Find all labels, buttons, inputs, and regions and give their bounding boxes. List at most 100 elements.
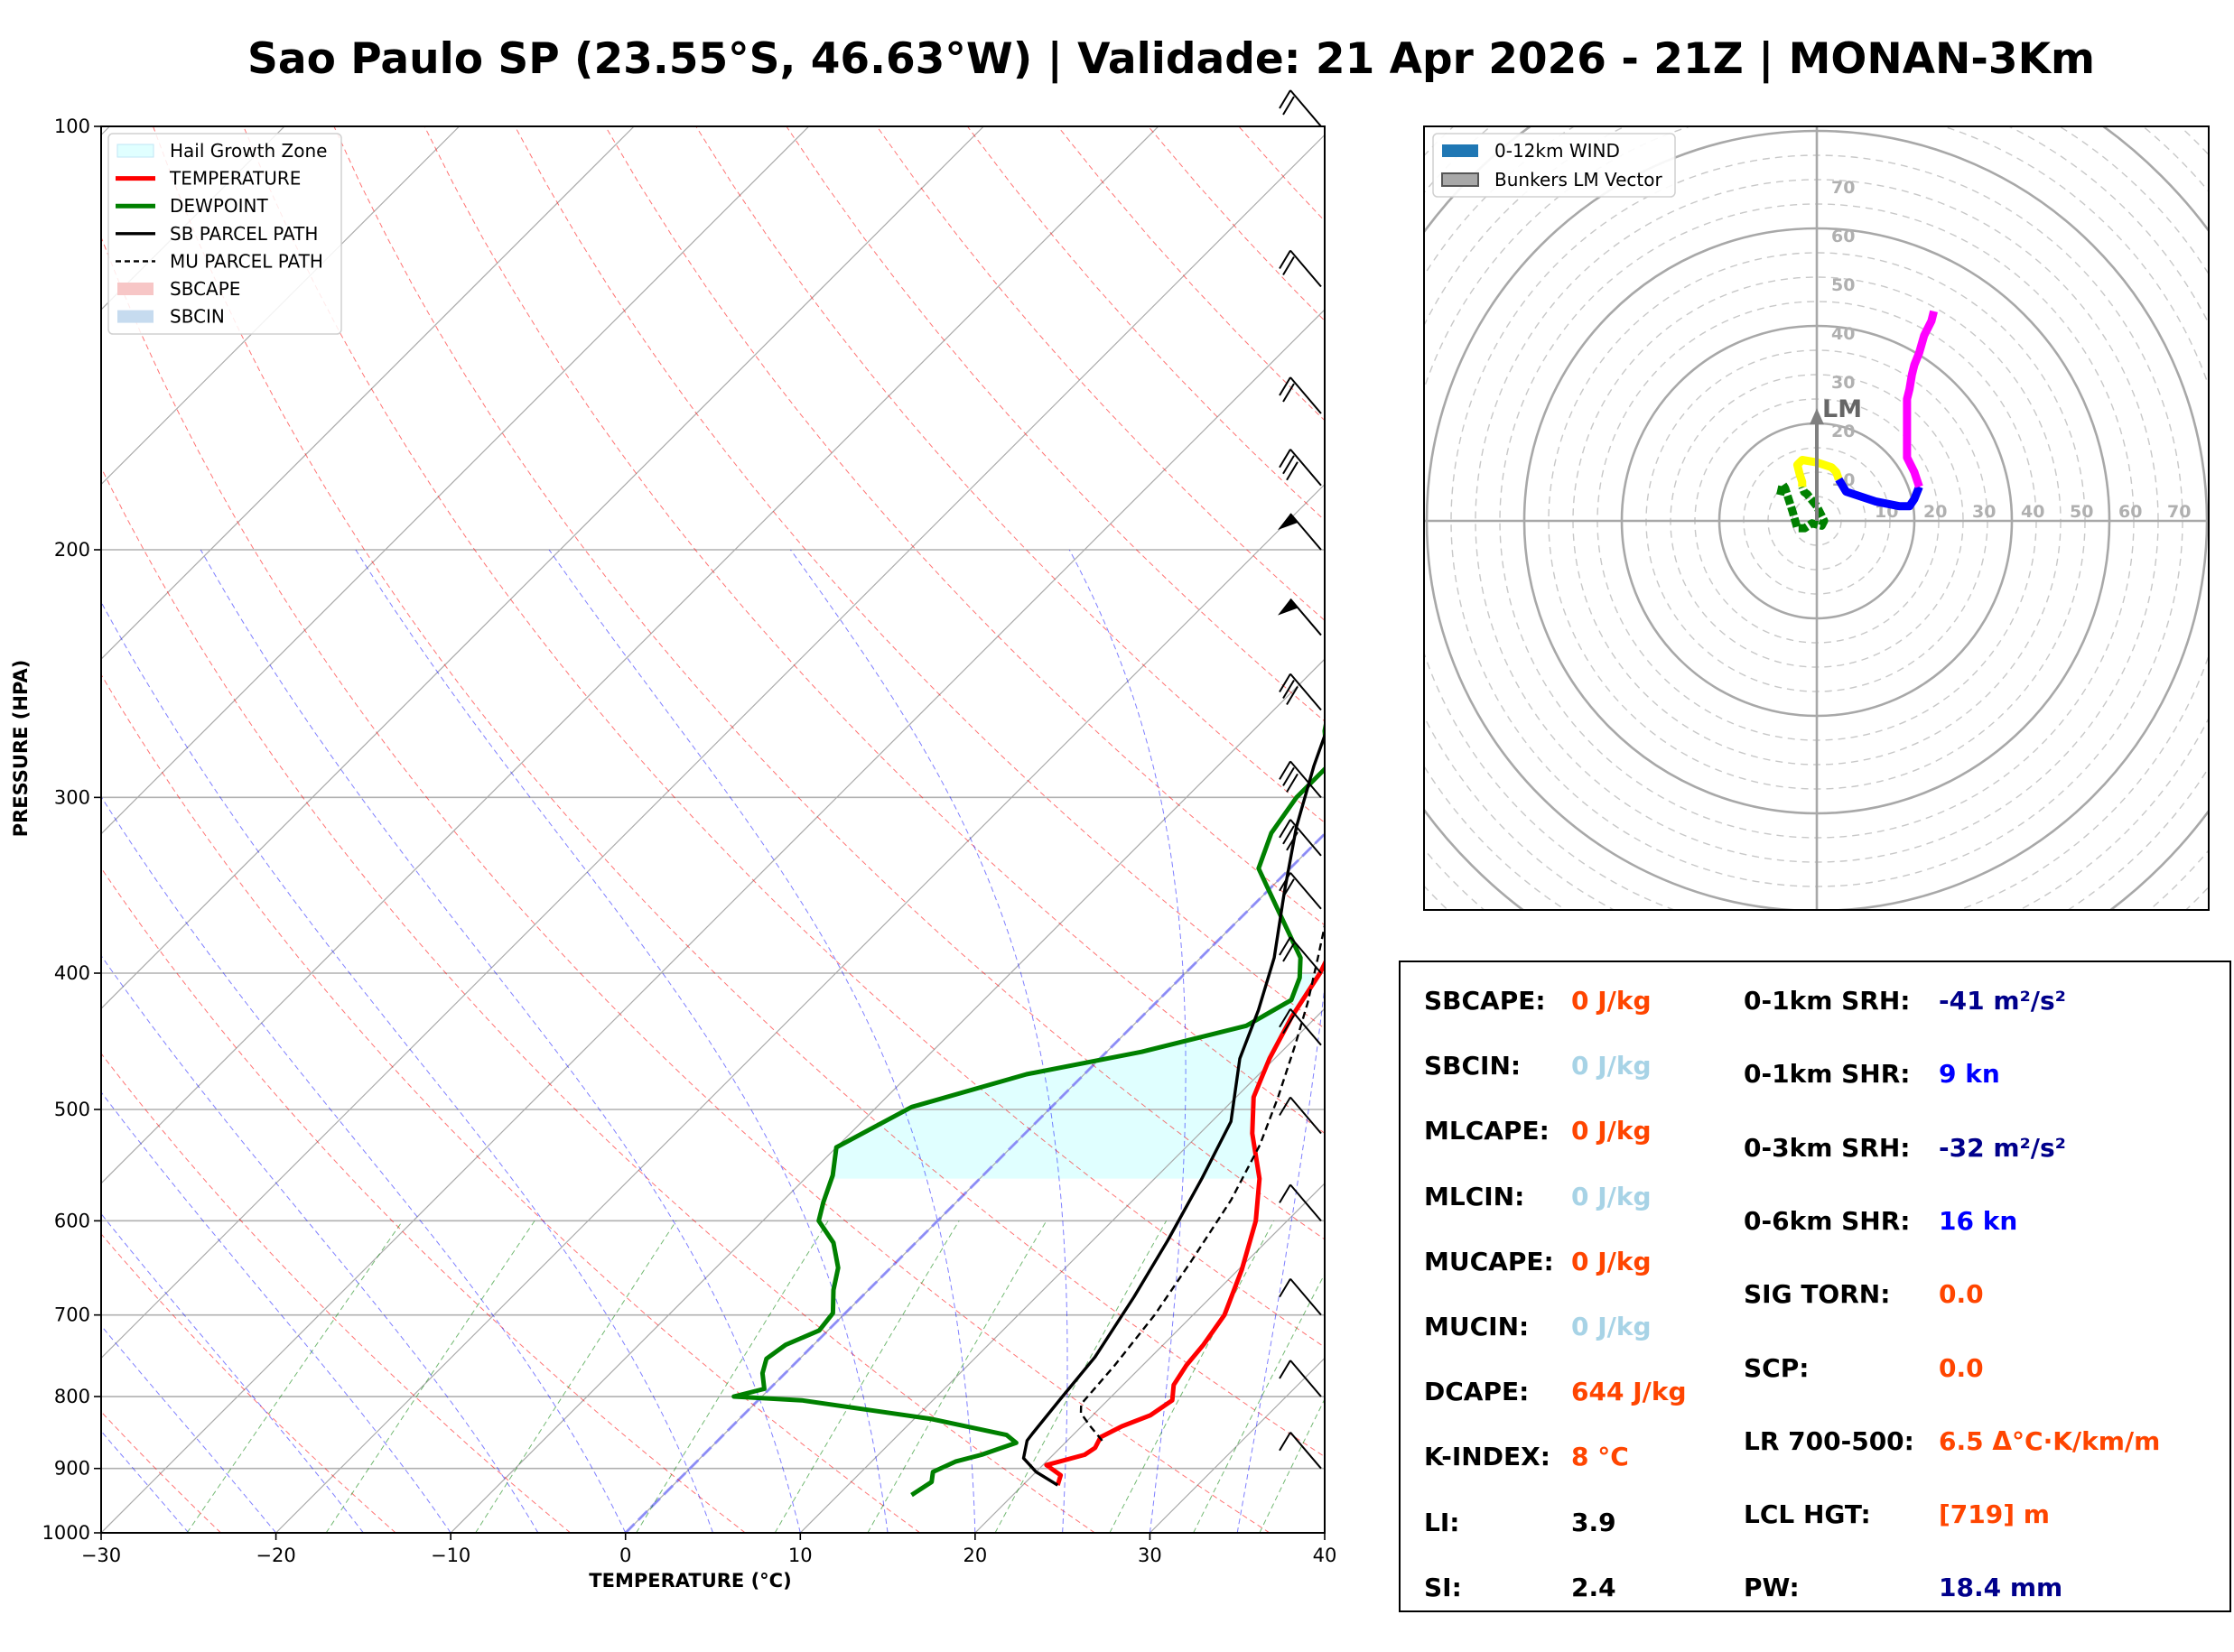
skew-t-plot-area [101, 126, 1325, 1533]
temperature-line [1044, 958, 1325, 1486]
wind-barb [1279, 819, 1322, 857]
stat-value: 6.5 Δ°C·K/km/m [1939, 1425, 2161, 1456]
hodograph-legend-frame [1432, 133, 1676, 198]
isotherm-line [799, 1007, 1325, 1533]
x-tick-label: 0 [619, 1545, 631, 1566]
wind-barb-flag [1279, 760, 1291, 780]
stat-value: 2.4 [1571, 1572, 1616, 1602]
dry-adiabat [101, 1233, 396, 1533]
mixing-ratio-line [325, 1220, 535, 1533]
isotherm-line [101, 126, 460, 486]
stat-value: -41 m²/s² [1939, 986, 2066, 1016]
wind-barb [1279, 1432, 1322, 1470]
wind-barb [1279, 760, 1322, 799]
moist-adiabat [1236, 982, 1325, 1533]
isotherm-line [101, 126, 984, 1010]
legend-swatch [1441, 172, 1479, 187]
hodograph-tick-label: 70 [1831, 178, 1855, 198]
hodograph-3-6km-segment [1792, 456, 1843, 487]
x-tick-label: 40 [1313, 1545, 1337, 1566]
y-tick-label: 600 [54, 1210, 90, 1231]
skew-t-frame [100, 125, 1326, 1534]
mixing-ratio-line [994, 1220, 1168, 1533]
stat-value: 0 J/kg [1571, 1181, 1652, 1211]
wind-barb-flag [1279, 936, 1291, 956]
stat-value: 0.0 [1939, 1279, 1984, 1310]
wind-barb-flag [1282, 825, 1295, 845]
legend-label: MU PARCEL PATH [170, 250, 323, 272]
wind-barb-flag [1282, 680, 1295, 700]
y-tick-label: 700 [54, 1304, 90, 1326]
hodograph-tick-label: 20 [1923, 502, 1947, 522]
stat-value: 0 J/kg [1571, 1246, 1652, 1276]
x-tick-label: −10 [431, 1545, 470, 1566]
hodograph-tick-label: 40 [1831, 324, 1855, 344]
moist-adiabat [101, 1212, 364, 1533]
wind-barb-staff [1289, 376, 1322, 414]
wind-barb-flag [1279, 1097, 1291, 1117]
moist-adiabat [101, 795, 627, 1533]
x-tick-label: 30 [1138, 1545, 1162, 1566]
stat-value: -32 m²/s² [1939, 1132, 2066, 1163]
y-tick-label: 800 [54, 1386, 90, 1407]
legend-swatch [1442, 144, 1478, 157]
mixing-ratio-line [1193, 1273, 1325, 1533]
x-tick-label: 20 [963, 1545, 987, 1566]
wind-barb-flag [1286, 831, 1299, 851]
indices-panel: SBCAPE: 0 J/kg SBCIN: 0 J/kg MLCAPE: 0 J/kg ML… [1399, 961, 2231, 1612]
stat-label: K-INDEX: [1424, 1442, 1550, 1472]
isotherm-line [275, 483, 1325, 1533]
wind-barb-staff [1289, 936, 1322, 974]
isotherm-line [974, 1183, 1325, 1533]
y-tick-label: 300 [54, 786, 90, 808]
hodograph-tick-label: 40 [2021, 502, 2044, 522]
wind-barb-staff [1289, 449, 1322, 487]
wind-barb-staff [1289, 1183, 1322, 1222]
wind-barb [1279, 936, 1322, 974]
wind-barb-staff [1289, 819, 1322, 857]
wind-barb-staff [1289, 1278, 1322, 1316]
legend-label: SB PARCEL PATH [170, 223, 318, 245]
hodograph-0-3km-segment [1776, 480, 1829, 533]
wind-barb [1279, 1360, 1322, 1397]
wind-barb-flag [1286, 461, 1299, 481]
mixing-ratio-line [636, 1220, 829, 1533]
legend-label: SBCIN [170, 306, 225, 328]
dry-adiabat [101, 236, 1271, 1533]
x-axis-label: TEMPERATURE (°C) [589, 1570, 791, 1592]
wind-barb-staff [1289, 513, 1322, 551]
hodograph-tick-label: 30 [1972, 502, 1996, 522]
isotherm-line [101, 309, 1325, 1533]
wind-barb-flag [1279, 673, 1291, 693]
wind-barb-flag [1279, 449, 1291, 469]
wind-barb [1279, 449, 1322, 487]
wind-barb-flag [1282, 1015, 1295, 1035]
dry-adiabat [101, 1053, 572, 1533]
wind-barb [1279, 673, 1322, 711]
stat-label: SIG TORN: [1744, 1279, 1891, 1310]
hodograph-tick-label: 20 [1831, 422, 1855, 441]
wind-barb [1278, 513, 1322, 551]
legend-label: Hail Growth Zone [170, 140, 327, 162]
stat-label: SBCIN: [1424, 1051, 1522, 1081]
stat-value: 0 J/kg [1571, 1051, 1652, 1081]
wind-barb-staff [1289, 1096, 1322, 1135]
wind-barb-flag [1279, 1360, 1291, 1379]
hodograph-frame [1423, 125, 2210, 911]
wind-barb-flag [1279, 89, 1291, 109]
isotherm-line [450, 658, 1325, 1533]
wind-barb-flag [1279, 872, 1291, 892]
hodograph-tick-label: 60 [2118, 502, 2142, 522]
hodograph-9-12km-segment [1903, 310, 1938, 488]
y-tick-label: 900 [54, 1458, 90, 1480]
hodograph-legend: 0-12km WIND Bunkers LM Vector [1432, 133, 1676, 198]
wind-barb [1278, 598, 1322, 636]
dry-adiabat [101, 673, 921, 1533]
wind-barb-flag [1282, 96, 1295, 116]
mixing-ratio-line [186, 1220, 404, 1533]
stat-label: SI: [1424, 1572, 1462, 1602]
wind-barb-pennant [1278, 599, 1298, 616]
legend-frame [107, 133, 342, 335]
wind-barb-flag [1279, 1183, 1291, 1203]
